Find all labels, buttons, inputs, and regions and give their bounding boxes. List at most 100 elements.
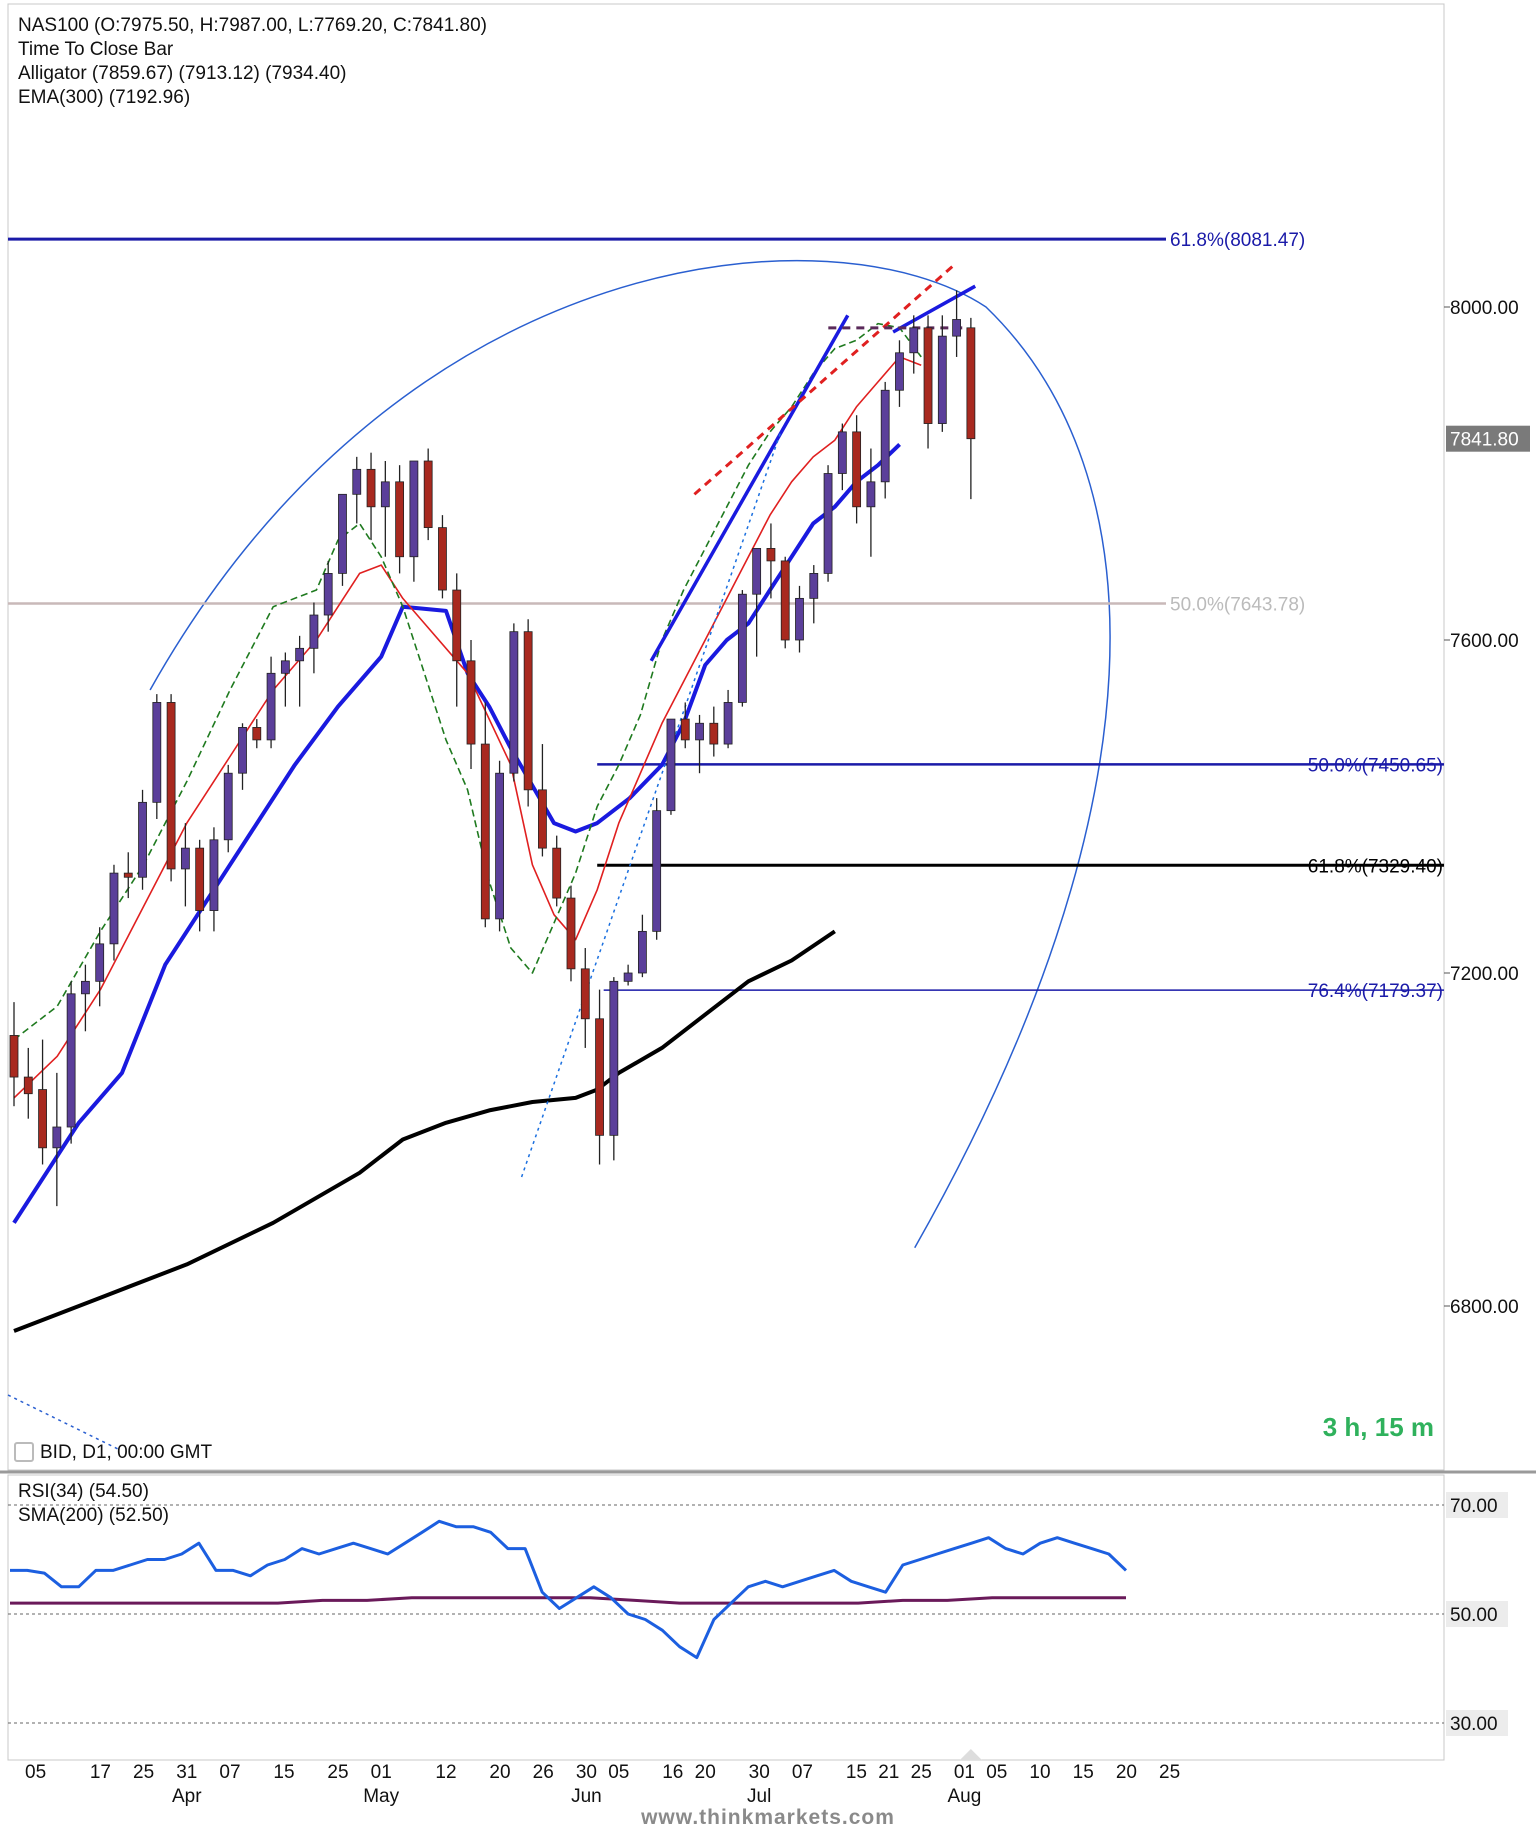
rsi-sma-line	[10, 1596, 1126, 1605]
candle-body	[652, 810, 662, 932]
candle-body	[723, 702, 733, 745]
x-tick-label: 17	[90, 1762, 111, 1783]
candle-body	[666, 718, 676, 812]
bid-timeframe-label: BID, D1, 00:00 GMT	[40, 1442, 213, 1463]
x-month-label: Jun	[571, 1786, 602, 1807]
candle-body	[195, 847, 205, 911]
y-tick-label: 8000.00	[1450, 298, 1519, 319]
candle-body	[338, 493, 347, 574]
fib-level-label: 50.0%(7643.78)	[1170, 595, 1305, 616]
x-tick-label: 21	[878, 1762, 899, 1783]
candle-body	[366, 468, 376, 508]
x-tick-label: 26	[533, 1762, 554, 1783]
candle-body	[780, 560, 790, 641]
current-price-tag	[1446, 425, 1530, 452]
x-tick-label: 05	[608, 1762, 629, 1783]
candle-body	[309, 614, 319, 649]
candle-body	[23, 1076, 33, 1095]
candle-body	[523, 631, 533, 791]
x-tick-label: 05	[986, 1762, 1007, 1783]
candle-body	[409, 460, 419, 558]
candle-body	[180, 847, 190, 870]
x-tick-label: 07	[792, 1762, 813, 1783]
parabolic-arc	[149, 259, 1111, 1249]
fib-level-label: 61.8%(8081.47)	[1170, 230, 1305, 251]
alligator-lips-line	[13, 322, 922, 1041]
candle-body	[380, 481, 390, 508]
candle-body	[952, 319, 961, 337]
candle-body	[552, 847, 562, 899]
candle-body	[837, 431, 847, 474]
x-tick-label: 25	[1159, 1762, 1180, 1783]
rsi-panel-frame	[7, 1474, 1445, 1761]
candle-body	[52, 1126, 62, 1149]
rsi-level-tag	[1446, 1710, 1508, 1736]
bar-close-timer: 3 h, 15 m	[1322, 1412, 1434, 1442]
candle-body	[352, 468, 362, 495]
ema-300-line	[13, 929, 836, 1333]
rsi-level-tag	[1446, 1492, 1508, 1518]
candle-body	[81, 980, 90, 995]
candle-body	[937, 335, 947, 424]
y-tick-label: 7600.00	[1450, 631, 1519, 652]
current-price-label: 7841.80	[1450, 430, 1519, 451]
x-tick-label: 25	[327, 1762, 348, 1783]
candle-body	[280, 660, 290, 674]
time-to-close-label: Time To Close Bar	[18, 39, 174, 60]
alligator-teeth-line	[13, 356, 922, 1099]
candle-body	[895, 352, 904, 391]
candle-body	[152, 702, 162, 803]
candle-body	[166, 702, 176, 870]
x-tick-label: 30	[749, 1762, 770, 1783]
ema-label: EMA(300) (7192.96)	[18, 87, 191, 108]
candle-body	[38, 1089, 47, 1149]
candle-body	[423, 460, 433, 529]
candle-body	[695, 722, 704, 741]
x-month-label: Jul	[747, 1786, 771, 1807]
candle-body	[123, 872, 133, 878]
rsi-line	[10, 1519, 1128, 1660]
candle-body	[923, 327, 933, 424]
trendline-solid	[892, 284, 977, 334]
candle-body	[737, 593, 747, 703]
main-chart-frame	[7, 3, 1445, 1471]
x-tick-label: 01	[954, 1762, 975, 1783]
x-tick-label: 25	[911, 1762, 932, 1783]
x-tick-label: 12	[435, 1762, 456, 1783]
alligator-jaw-line	[12, 442, 901, 1224]
candle-body	[609, 980, 619, 1136]
candle-body	[566, 897, 576, 970]
candle-body	[795, 597, 804, 641]
x-tick-label: 16	[662, 1762, 683, 1783]
candle-body	[709, 722, 719, 745]
candle-body	[880, 389, 890, 483]
candle-body	[66, 993, 76, 1128]
x-tick-label: 20	[695, 1762, 716, 1783]
x-month-label: Apr	[172, 1786, 202, 1807]
candle-body	[852, 431, 862, 508]
candle-body	[252, 727, 262, 741]
x-tick-label: 10	[1029, 1762, 1050, 1783]
candle-body	[866, 481, 876, 508]
alligator-label: Alligator (7859.67) (7913.12) (7934.40)	[18, 63, 347, 84]
lock-icon[interactable]	[14, 1442, 34, 1462]
candle-body	[623, 972, 633, 982]
candle-body	[95, 943, 105, 982]
x-month-label: Aug	[947, 1786, 981, 1807]
candle-body	[809, 573, 819, 599]
candle-body	[909, 327, 919, 354]
candle-body	[495, 772, 504, 920]
trendline-dotted	[520, 431, 782, 1178]
x-tick-label: 15	[273, 1762, 294, 1783]
candle-body	[323, 573, 333, 616]
candle-body	[509, 631, 519, 774]
trendline-solid	[649, 314, 850, 662]
x-tick-label: 01	[371, 1762, 392, 1783]
candle-body	[466, 660, 476, 745]
candle-body	[138, 801, 147, 878]
x-tick-label: 05	[25, 1762, 46, 1783]
candle-body	[823, 473, 833, 574]
rsi-label: RSI(34) (54.50)	[18, 1481, 149, 1502]
rsi-tick-label: 50.00	[1450, 1605, 1498, 1626]
